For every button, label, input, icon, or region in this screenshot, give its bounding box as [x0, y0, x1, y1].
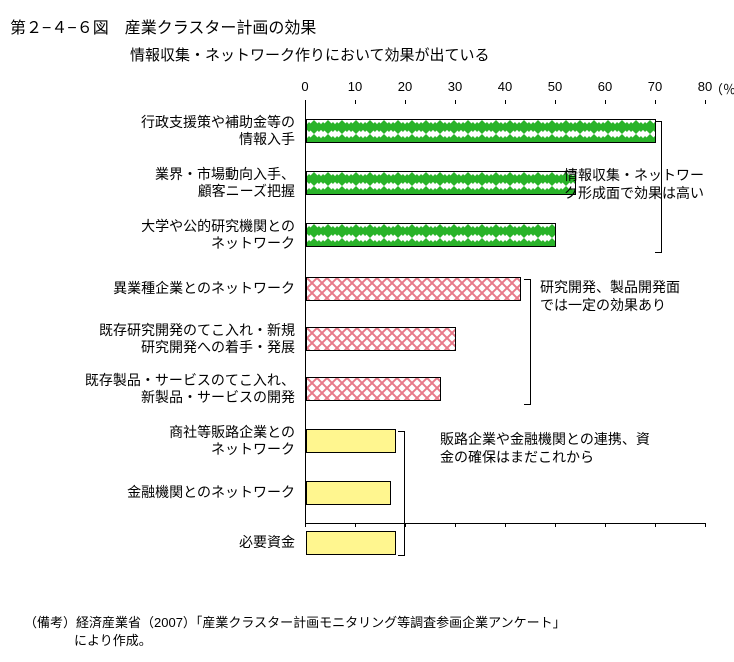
bar — [306, 429, 396, 453]
bar — [306, 327, 456, 351]
xtick-label: 0 — [301, 79, 308, 94]
bar — [306, 223, 556, 247]
bar-label: 金融機関とのネットワーク — [10, 484, 295, 501]
bar-label: 大学や公的研究機関とのネットワーク — [10, 218, 295, 252]
bar — [306, 481, 391, 505]
annotation-text: 研究開発、製品開発面では一定の効果あり — [540, 279, 690, 314]
annotation-text: 販路企業や金融機関との連携、資金の確保はまだこれから — [440, 431, 660, 466]
xtick-label: 70 — [648, 79, 662, 94]
bar-label: 既存製品・サービスのてこ入れ、新製品・サービスの開発 — [10, 372, 295, 406]
chart-area: （％） 01020304050607080 行政支援策や補助金等の情報入手業界・… — [10, 79, 724, 549]
bar — [306, 377, 441, 401]
bar — [306, 531, 396, 555]
footnote-l2: により作成。 — [24, 632, 704, 650]
footnote-l1: （備考）経済産業省（2007）「産業クラスター計画モニタリング等調査参画企業アン… — [24, 614, 704, 632]
bar — [306, 171, 576, 195]
footnote: （備考）経済産業省（2007）「産業クラスター計画モニタリング等調査参画企業アン… — [24, 614, 704, 650]
pct-label: （％） — [710, 79, 734, 98]
xtick-label: 20 — [398, 79, 412, 94]
bar-label: 業界・市場動向入手、顧客ニーズ把握 — [10, 166, 295, 200]
annotation-text: 情報収集・ネットワーク形成面で効果は高い — [564, 167, 714, 202]
xtick-label: 50 — [548, 79, 562, 94]
annotation-bracket — [398, 431, 405, 556]
xtick-label: 10 — [348, 79, 362, 94]
bar-label: 異業種企業とのネットワーク — [10, 280, 295, 297]
chart-title: 第２−４−６図 産業クラスター計画の効果 — [10, 14, 724, 38]
chart-subtitle: 情報収集・ネットワーク作りにおいて効果が出ている — [130, 44, 724, 65]
bar-label: 必要資金 — [10, 534, 295, 551]
bar — [306, 277, 521, 301]
bar-label: 商社等販路企業とのネットワーク — [10, 424, 295, 458]
xtick-label: 60 — [598, 79, 612, 94]
bar-label: 行政支援策や補助金等の情報入手 — [10, 114, 295, 148]
bar — [306, 119, 656, 143]
annotation-bracket — [524, 279, 531, 405]
xtick-label: 80 — [698, 79, 712, 94]
xtick-label: 40 — [498, 79, 512, 94]
bar-label: 既存研究開発のてこ入れ・新規研究開発への着手・発展 — [10, 322, 295, 356]
xtick-label: 30 — [448, 79, 462, 94]
